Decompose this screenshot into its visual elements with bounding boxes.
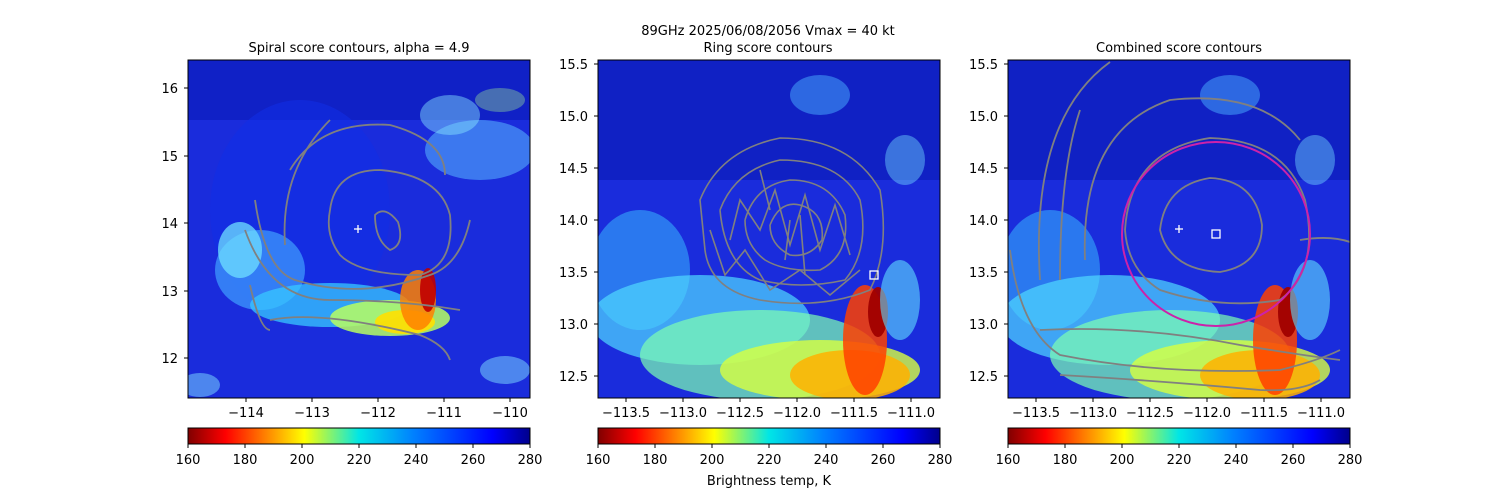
y-tick-label: 15.0 [969, 110, 998, 125]
y-axis: 12.5 13.0 13.5 14.0 14.5 15.0 15.5 [969, 58, 1008, 385]
colorbar-tick-label: 220 [1167, 453, 1192, 468]
colorbar-label: Brightness temp, K [707, 474, 832, 489]
panel-title: Spiral score contours, alpha = 4.9 [248, 41, 469, 56]
x-axis: −113.5 −113.0 −112.5 −112.0 −111.5 −111.… [602, 398, 935, 421]
marker-plus [354, 225, 362, 233]
marker-square [869, 270, 879, 280]
y-tick-label: 14.5 [559, 162, 588, 177]
x-tick-label: −114 [228, 406, 264, 421]
y-tick-label: 13 [161, 285, 178, 300]
axes-frame [597, 59, 941, 399]
x-tick-label: −112 [360, 406, 396, 421]
y-tick-label: 12.5 [559, 370, 588, 385]
panel-spiral: Spiral score contours, alpha = 4.9 [161, 41, 531, 421]
x-tick-label: −113.5 [1012, 406, 1060, 421]
suptitle: 89GHz 2025/06/08/2056 Vmax = 40 kt [641, 24, 895, 39]
y-axis: 12 13 14 15 16 [161, 82, 188, 367]
brightness-image [598, 60, 940, 398]
y-tick-label: 14.0 [969, 214, 998, 229]
colorbar-tick-label: 160 [996, 453, 1021, 468]
marker-plus [1175, 225, 1183, 233]
colorbar-tick-label: 160 [176, 453, 201, 468]
y-tick-label: 14.0 [559, 214, 588, 229]
colorbar-tick-label: 280 [1338, 453, 1363, 468]
colorbar-tick-label: 280 [518, 453, 543, 468]
colorbar-2: 160 180 200 220 240 260 280 Brightness t… [586, 427, 953, 489]
score-contours [1009, 61, 1350, 392]
x-tick-label: −111.0 [887, 406, 935, 421]
x-tick-label: −111.5 [830, 406, 878, 421]
x-axis: −114 −113 −112 −111 −110 [228, 398, 528, 421]
x-tick-label: −113.5 [602, 406, 650, 421]
colorbar-tick-label: 280 [928, 453, 953, 468]
colorbar-tick-label: 260 [871, 453, 896, 468]
colorbar-tick-label: 240 [1224, 453, 1249, 468]
colorbar-gradient [1007, 427, 1351, 445]
y-tick-label: 15.5 [969, 58, 998, 73]
x-tick-label: −112.0 [773, 406, 821, 421]
score-contours [244, 119, 471, 361]
colorbar-tick-label: 180 [1053, 453, 1078, 468]
fitted-ring [1121, 141, 1311, 327]
y-tick-label: 14 [161, 217, 178, 232]
colorbar-tick-label: 220 [347, 453, 372, 468]
y-tick-label: 12.5 [969, 370, 998, 385]
score-contours [699, 137, 885, 305]
colorbar-tick-label: 240 [814, 453, 839, 468]
x-tick-label: −111.5 [1240, 406, 1288, 421]
colorbar-tick-label: 240 [404, 453, 429, 468]
x-axis: −113.5 −113.0 −112.5 −112.0 −111.5 −111.… [1012, 398, 1345, 421]
y-tick-label: 13.0 [969, 318, 998, 333]
brightness-image [188, 60, 530, 398]
panel-combined: Combined score contours [969, 41, 1351, 421]
x-tick-label: −112.5 [716, 406, 764, 421]
colorbar-gradient [187, 427, 531, 445]
y-tick-label: 14.5 [969, 162, 998, 177]
y-tick-label: 13.0 [559, 318, 588, 333]
panel-title: Combined score contours [1096, 41, 1262, 56]
axes-frame [1007, 59, 1351, 399]
panel-title: Ring score contours [703, 41, 832, 56]
colorbar-tick-label: 200 [1110, 453, 1135, 468]
x-tick-label: −113 [294, 406, 330, 421]
colorbar-tick-label: 260 [1281, 453, 1306, 468]
y-tick-label: 16 [161, 82, 178, 97]
colorbar-3: 160 180 200 220 240 260 280 [996, 427, 1363, 468]
colorbar-tick-label: 200 [290, 453, 315, 468]
y-tick-label: 13.5 [559, 266, 588, 281]
colorbar-tick-label: 180 [643, 453, 668, 468]
y-axis: 12.5 13.0 13.5 14.0 14.5 15.0 15.5 [559, 58, 598, 385]
colorbar-gradient [597, 427, 941, 445]
x-tick-label: −113.0 [1069, 406, 1117, 421]
y-tick-label: 15.0 [559, 110, 588, 125]
colorbar-tick-label: 260 [461, 453, 486, 468]
x-tick-label: −111.0 [1297, 406, 1345, 421]
x-tick-label: −112.0 [1183, 406, 1231, 421]
marker-square [1211, 229, 1221, 239]
y-tick-label: 15.5 [559, 58, 588, 73]
colorbar-tick-label: 220 [757, 453, 782, 468]
y-tick-label: 15 [161, 150, 178, 165]
colorbar-tick-label: 160 [586, 453, 611, 468]
x-tick-label: −110 [492, 406, 528, 421]
y-tick-label: 12 [161, 352, 178, 367]
colorbar-tick-label: 180 [233, 453, 258, 468]
y-tick-label: 13.5 [969, 266, 998, 281]
x-tick-label: −113.0 [659, 406, 707, 421]
x-tick-label: −112.5 [1126, 406, 1174, 421]
panel-ring: Ring score contours [559, 41, 941, 421]
axes-frame [187, 59, 531, 399]
colorbar-tick-label: 200 [700, 453, 725, 468]
colorbar-1: 160 180 200 220 240 260 280 [176, 427, 543, 468]
x-tick-label: −111 [426, 406, 462, 421]
